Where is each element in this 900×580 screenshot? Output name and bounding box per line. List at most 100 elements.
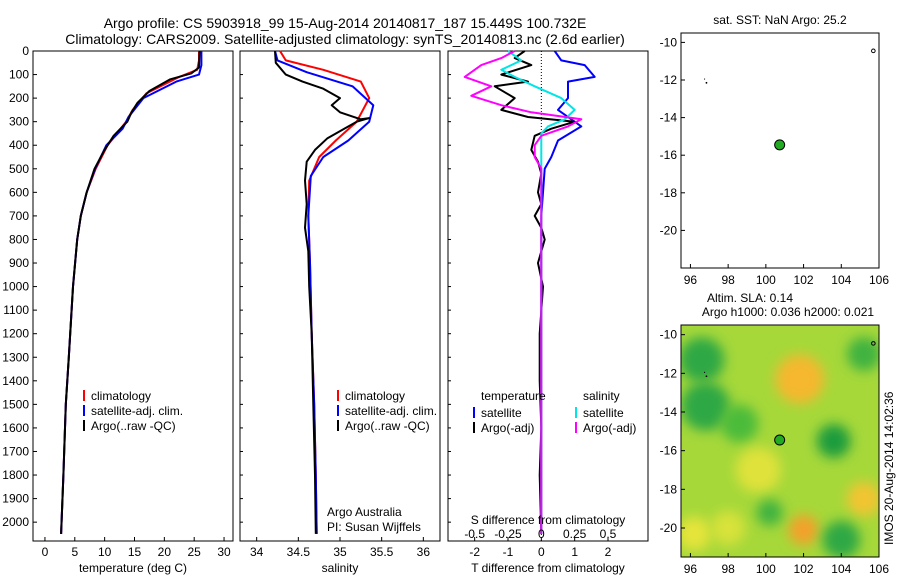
series-line-s-satellite xyxy=(500,50,576,534)
figure-title-line-2: Climatology: CARS2009. Satellite-adjuste… xyxy=(65,31,625,47)
x-tick-label: 34 xyxy=(250,545,264,559)
series-line-argo-raw-qc xyxy=(60,50,201,534)
legend-label: climatology xyxy=(91,389,151,403)
y-tick-label: 1900 xyxy=(2,492,29,506)
x-tick-label: 35.5 xyxy=(370,545,394,559)
legend-label: satellite-adj. clim. xyxy=(345,404,437,418)
plot-frame xyxy=(239,50,441,542)
y-tick-label: 1800 xyxy=(2,468,29,482)
x-tick-label: 36 xyxy=(417,545,431,559)
sla-anomaly-blob xyxy=(720,404,759,443)
cocos-island-dot xyxy=(703,78,706,80)
x-tick-label: 102 xyxy=(794,273,814,287)
x-tick-label: 102 xyxy=(794,562,814,576)
sla-anomaly-blob xyxy=(846,482,879,516)
imos-timestamp-label: IMOS 20-Aug-2014 14:02:36 xyxy=(882,391,896,545)
legend-heading-salinity: salinity xyxy=(583,389,620,403)
y-tick-label: 1400 xyxy=(2,374,29,388)
map-background xyxy=(681,33,879,268)
s-axis-tick-label: 0.5 xyxy=(600,527,617,541)
cocos-island-dot xyxy=(703,371,706,373)
x-tick-label: 5 xyxy=(71,545,78,559)
s-axis-tick-label: 0 xyxy=(538,527,545,541)
map-frame xyxy=(680,32,880,269)
x-tick-label: 35 xyxy=(333,545,347,559)
difference-profile-chart: -2 -1 0 1 2 T difference from climatology -0.5… xyxy=(447,50,649,575)
x-tick-label: -2 xyxy=(469,545,480,559)
figure-title-line-1: Argo profile: CS 5903918_99 15-Aug-2014 … xyxy=(104,15,587,31)
sla-map-chart: 96 98 100 102 104 106 -10 -12 -14 -16 -18 -20 Altim.… xyxy=(660,291,890,576)
legend-label: Argo(..raw -QC) xyxy=(91,419,176,433)
y-tick-label: 100 xyxy=(9,68,29,82)
y-tick-label: 900 xyxy=(9,256,29,270)
x-axis-label: salinity xyxy=(322,561,359,575)
x-tick-label: 1 xyxy=(571,545,578,559)
x-tick-label: 104 xyxy=(831,273,851,287)
sst-map-title: sat. SST: NaN Argo: 25.2 xyxy=(713,13,847,27)
s-axis-label: S difference from climatology xyxy=(471,513,626,527)
y-tick-label: -10 xyxy=(660,328,678,342)
y-tick-label: -14 xyxy=(660,405,678,419)
christmas-island-outline xyxy=(871,48,876,54)
y-tick-label: -18 xyxy=(660,186,678,200)
x-tick-label: 25 xyxy=(188,545,202,559)
legend-label: Argo(..raw -QC) xyxy=(345,419,430,433)
x-axis-label: T difference from climatology xyxy=(471,561,625,575)
x-tick-label: 96 xyxy=(684,562,698,576)
legend-label: satellite xyxy=(583,406,624,420)
x-tick-label: 106 xyxy=(869,273,889,287)
institution-label: Argo Australia xyxy=(327,505,402,519)
x-tick-label: 0 xyxy=(42,545,49,559)
y-tick-label: 1300 xyxy=(2,350,29,364)
plot-frame xyxy=(447,50,649,542)
y-tick-label: 1100 xyxy=(3,303,29,317)
y-tick-label: 700 xyxy=(9,209,29,223)
sla-anomaly-blob xyxy=(775,354,825,404)
y-tick-label: 500 xyxy=(9,162,29,176)
s-axis-tick-label: 0.25 xyxy=(563,527,587,541)
series-line-t-satellite xyxy=(540,50,596,534)
legend-label: climatology xyxy=(345,389,405,403)
x-tick-label: 15 xyxy=(128,545,142,559)
y-tick-label: -16 xyxy=(660,148,678,162)
legend-label: Argo(-adj) xyxy=(583,421,636,435)
y-tick-label: 800 xyxy=(9,232,29,246)
s-axis-tick-label: -0.5 xyxy=(464,527,485,541)
y-tick-label: -12 xyxy=(660,73,678,87)
y-tick-label: 600 xyxy=(9,185,29,199)
y-tick-label: -18 xyxy=(660,482,678,496)
sla-map-title: Altim. SLA: 0.14 xyxy=(707,291,793,305)
plot-frame xyxy=(32,50,234,542)
sla-anomaly-blob xyxy=(735,447,781,493)
y-tick-label: 1600 xyxy=(2,421,29,435)
y-tick-label: 0 xyxy=(22,44,29,58)
salinity-profile-chart: 34 34.5 35 35.5 36 salinity climatologysatelli… xyxy=(239,50,441,575)
x-tick-label: 2 xyxy=(605,545,612,559)
y-tick-label: -10 xyxy=(660,35,678,49)
x-tick-label: 34.5 xyxy=(287,545,311,559)
x-tick-label: 100 xyxy=(756,273,776,287)
sla-anomaly-blob xyxy=(681,516,712,551)
temperature-profile-chart: 0100200300400500600700800900100011001200… xyxy=(2,44,234,575)
y-tick-label: 1200 xyxy=(2,327,29,341)
x-tick-label: 0 xyxy=(538,545,545,559)
y-tick-label: -14 xyxy=(660,111,678,125)
map-frame xyxy=(680,324,880,558)
series-line-argo-raw-qc xyxy=(274,50,371,534)
legend-label: satellite-adj. clim. xyxy=(91,404,183,418)
sla-map-subtitle: Argo h1000: 0.036 h2000: 0.021 xyxy=(702,305,874,319)
x-tick-label: 106 xyxy=(869,562,889,576)
y-tick-label: 1000 xyxy=(2,280,29,294)
sla-anomaly-blob xyxy=(788,514,819,546)
y-tick-label: 2000 xyxy=(2,515,29,529)
x-tick-label: 98 xyxy=(721,562,735,576)
x-tick-label: 98 xyxy=(721,273,735,287)
x-tick-label: 20 xyxy=(158,545,172,559)
sla-anomaly-blob xyxy=(822,520,861,557)
sla-anomaly-blob xyxy=(846,337,879,371)
x-tick-label: 10 xyxy=(98,545,112,559)
argo-position-marker xyxy=(774,434,786,446)
legend-label: Argo(-adj) xyxy=(481,421,534,435)
x-tick-label: 96 xyxy=(684,273,698,287)
